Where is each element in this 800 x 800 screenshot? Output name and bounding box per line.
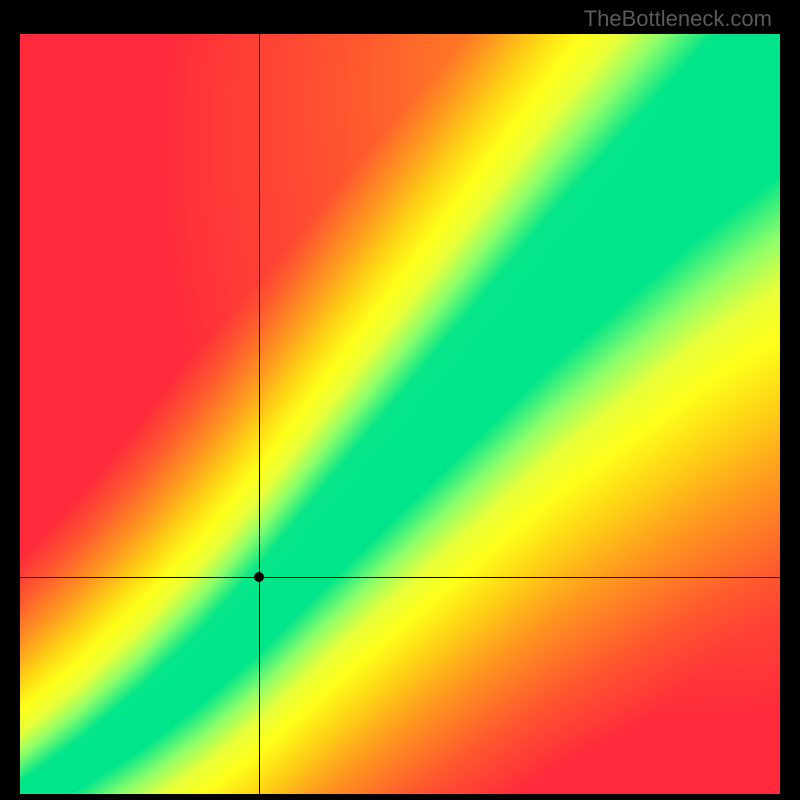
crosshair-horizontal [20, 577, 780, 578]
watermark-text: TheBottleneck.com [584, 6, 772, 32]
heatmap-canvas [20, 34, 780, 794]
heatmap-plot [20, 34, 780, 794]
data-point-marker [254, 572, 264, 582]
crosshair-vertical [259, 34, 260, 794]
